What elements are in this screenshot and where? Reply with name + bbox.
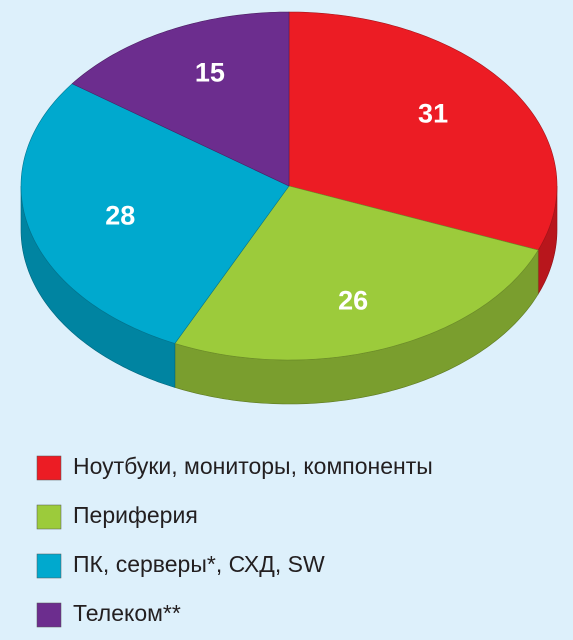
pie-slice: [288, 11, 558, 251]
value-label: 15: [195, 57, 225, 87]
value-label: 28: [105, 200, 135, 230]
legend-swatch: [36, 602, 62, 628]
value-label: 26: [338, 286, 368, 316]
legend-swatch: [36, 455, 62, 481]
legend-label: Периферия: [73, 502, 198, 528]
legend-label: Ноутбуки, мониторы, компоненты: [73, 453, 433, 479]
value-label: 31: [418, 99, 448, 129]
pie-slice: [174, 185, 539, 361]
pie-slice: [71, 11, 290, 187]
legend-swatch: [36, 504, 62, 530]
pie-slice: [20, 83, 290, 344]
legend-label: ПК, серверы*, СХД, SW: [73, 551, 325, 577]
legend-label: Телеком**: [73, 600, 181, 626]
legend-swatch: [36, 553, 62, 579]
